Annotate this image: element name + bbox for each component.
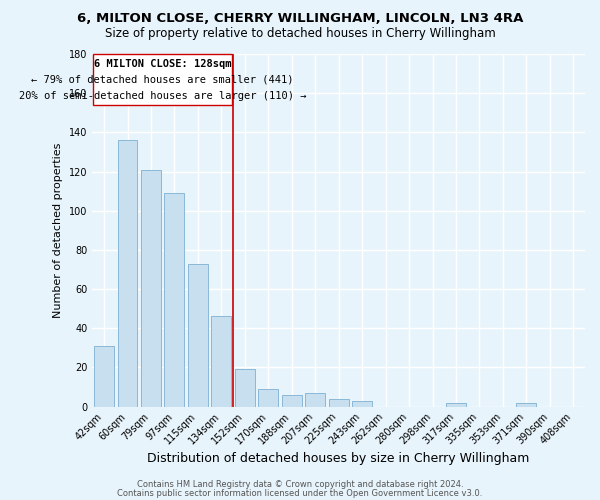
Bar: [517, 402, 536, 406]
Bar: [235, 370, 255, 406]
Text: 6, MILTON CLOSE, CHERRY WILLINGHAM, LINCOLN, LN3 4RA: 6, MILTON CLOSE, CHERRY WILLINGHAM, LINC…: [77, 12, 523, 26]
Bar: [305, 393, 325, 406]
Bar: [141, 170, 161, 406]
Y-axis label: Number of detached properties: Number of detached properties: [53, 142, 64, 318]
Bar: [446, 402, 466, 406]
Bar: [329, 398, 349, 406]
Bar: [259, 389, 278, 406]
Text: Contains public sector information licensed under the Open Government Licence v3: Contains public sector information licen…: [118, 488, 482, 498]
Bar: [352, 400, 372, 406]
Text: Contains HM Land Registry data © Crown copyright and database right 2024.: Contains HM Land Registry data © Crown c…: [137, 480, 463, 489]
Bar: [118, 140, 137, 406]
Text: ← 79% of detached houses are smaller (441): ← 79% of detached houses are smaller (44…: [31, 74, 294, 85]
Bar: [94, 346, 114, 406]
FancyBboxPatch shape: [94, 54, 232, 105]
Text: 6 MILTON CLOSE: 128sqm: 6 MILTON CLOSE: 128sqm: [94, 59, 232, 69]
Bar: [211, 316, 232, 406]
Bar: [282, 395, 302, 406]
Text: 20% of semi-detached houses are larger (110) →: 20% of semi-detached houses are larger (…: [19, 91, 307, 101]
Bar: [164, 193, 184, 406]
X-axis label: Distribution of detached houses by size in Cherry Willingham: Distribution of detached houses by size …: [148, 452, 530, 465]
Bar: [188, 264, 208, 406]
Text: Size of property relative to detached houses in Cherry Willingham: Size of property relative to detached ho…: [104, 28, 496, 40]
